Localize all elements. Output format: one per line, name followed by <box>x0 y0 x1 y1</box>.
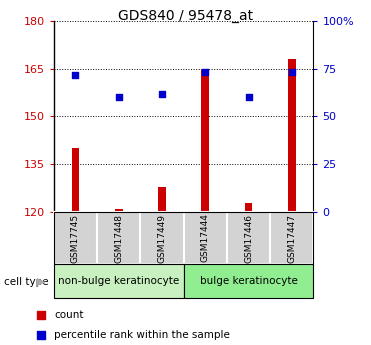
Bar <box>270 212 313 264</box>
Text: count: count <box>54 310 83 320</box>
Text: non-bulge keratinocyte: non-bulge keratinocyte <box>58 276 179 286</box>
Bar <box>227 212 270 264</box>
Bar <box>97 212 140 264</box>
Point <box>116 95 122 100</box>
Bar <box>140 212 184 264</box>
Text: GSM17444: GSM17444 <box>201 214 210 263</box>
Text: cell type: cell type <box>4 277 48 287</box>
Text: GSM17446: GSM17446 <box>244 214 253 263</box>
Point <box>72 72 78 78</box>
Bar <box>115 209 122 212</box>
Bar <box>72 148 79 212</box>
Bar <box>201 69 209 212</box>
Bar <box>54 264 184 298</box>
Point <box>260 61 266 67</box>
Bar <box>245 203 252 212</box>
Text: GSM17449: GSM17449 <box>158 214 167 263</box>
Text: GSM17447: GSM17447 <box>288 214 296 263</box>
Text: GDS840 / 95478_at: GDS840 / 95478_at <box>118 9 253 23</box>
Text: ▶: ▶ <box>37 277 46 287</box>
Text: bulge keratinocyte: bulge keratinocyte <box>200 276 298 286</box>
Point <box>289 69 295 75</box>
Text: GSM17448: GSM17448 <box>114 214 123 263</box>
Bar <box>54 212 97 264</box>
Text: percentile rank within the sample: percentile rank within the sample <box>54 331 230 340</box>
Bar <box>184 212 227 264</box>
Point <box>202 69 208 75</box>
Point <box>159 91 165 97</box>
Text: GSM17745: GSM17745 <box>71 214 80 263</box>
Point <box>260 248 266 254</box>
Bar <box>288 59 296 212</box>
Bar <box>184 264 313 298</box>
Point <box>246 95 252 100</box>
Bar <box>158 187 166 212</box>
